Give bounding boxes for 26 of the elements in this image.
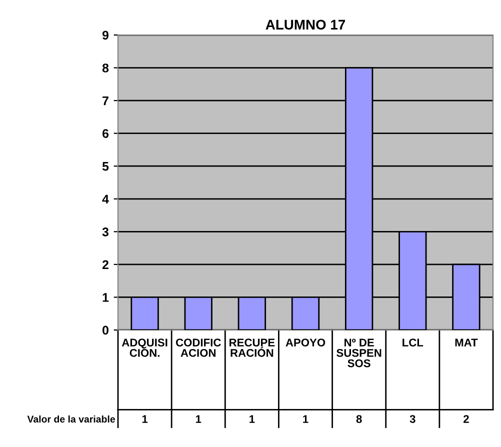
data-label: 1 xyxy=(196,415,202,423)
data-label: 1 xyxy=(250,415,255,423)
x-tick-label: APOYO xyxy=(286,338,326,346)
y-tick-label: 3 xyxy=(102,227,109,236)
y-tick-label: 6 xyxy=(102,129,109,138)
y-tick-label: 4 xyxy=(102,194,109,204)
x-tick-label: Nº DE SUSPEN SOS xyxy=(336,338,382,368)
data-label: 1 xyxy=(142,415,148,423)
x-tick-label: RECUPE RACIÓN xyxy=(230,338,275,357)
x-tick-label: ADQUISI CIÓN. xyxy=(122,338,168,357)
x-tick-label: CODIFIC ACION xyxy=(176,338,221,357)
y-tick-label: 0 xyxy=(102,326,108,335)
y-tick-label: 5 xyxy=(102,162,109,171)
data-label: 2 xyxy=(464,415,469,423)
y-tick-label: 8 xyxy=(102,64,109,72)
y-tick-label: 9 xyxy=(102,30,109,40)
y-tick-label: 2 xyxy=(102,260,108,269)
data-label: 1 xyxy=(303,415,308,423)
y-tick-label: 1 xyxy=(102,293,109,302)
x-tick-label: LCL xyxy=(402,338,424,346)
x-tick-label: MAT xyxy=(455,338,478,346)
chart-title: ALUMNO 17 xyxy=(266,20,346,30)
data-label: 8 xyxy=(356,415,362,423)
data-label: 3 xyxy=(410,415,416,423)
text: Valor de la variable xyxy=(27,415,115,423)
y-tick-label: 7 xyxy=(102,96,108,106)
